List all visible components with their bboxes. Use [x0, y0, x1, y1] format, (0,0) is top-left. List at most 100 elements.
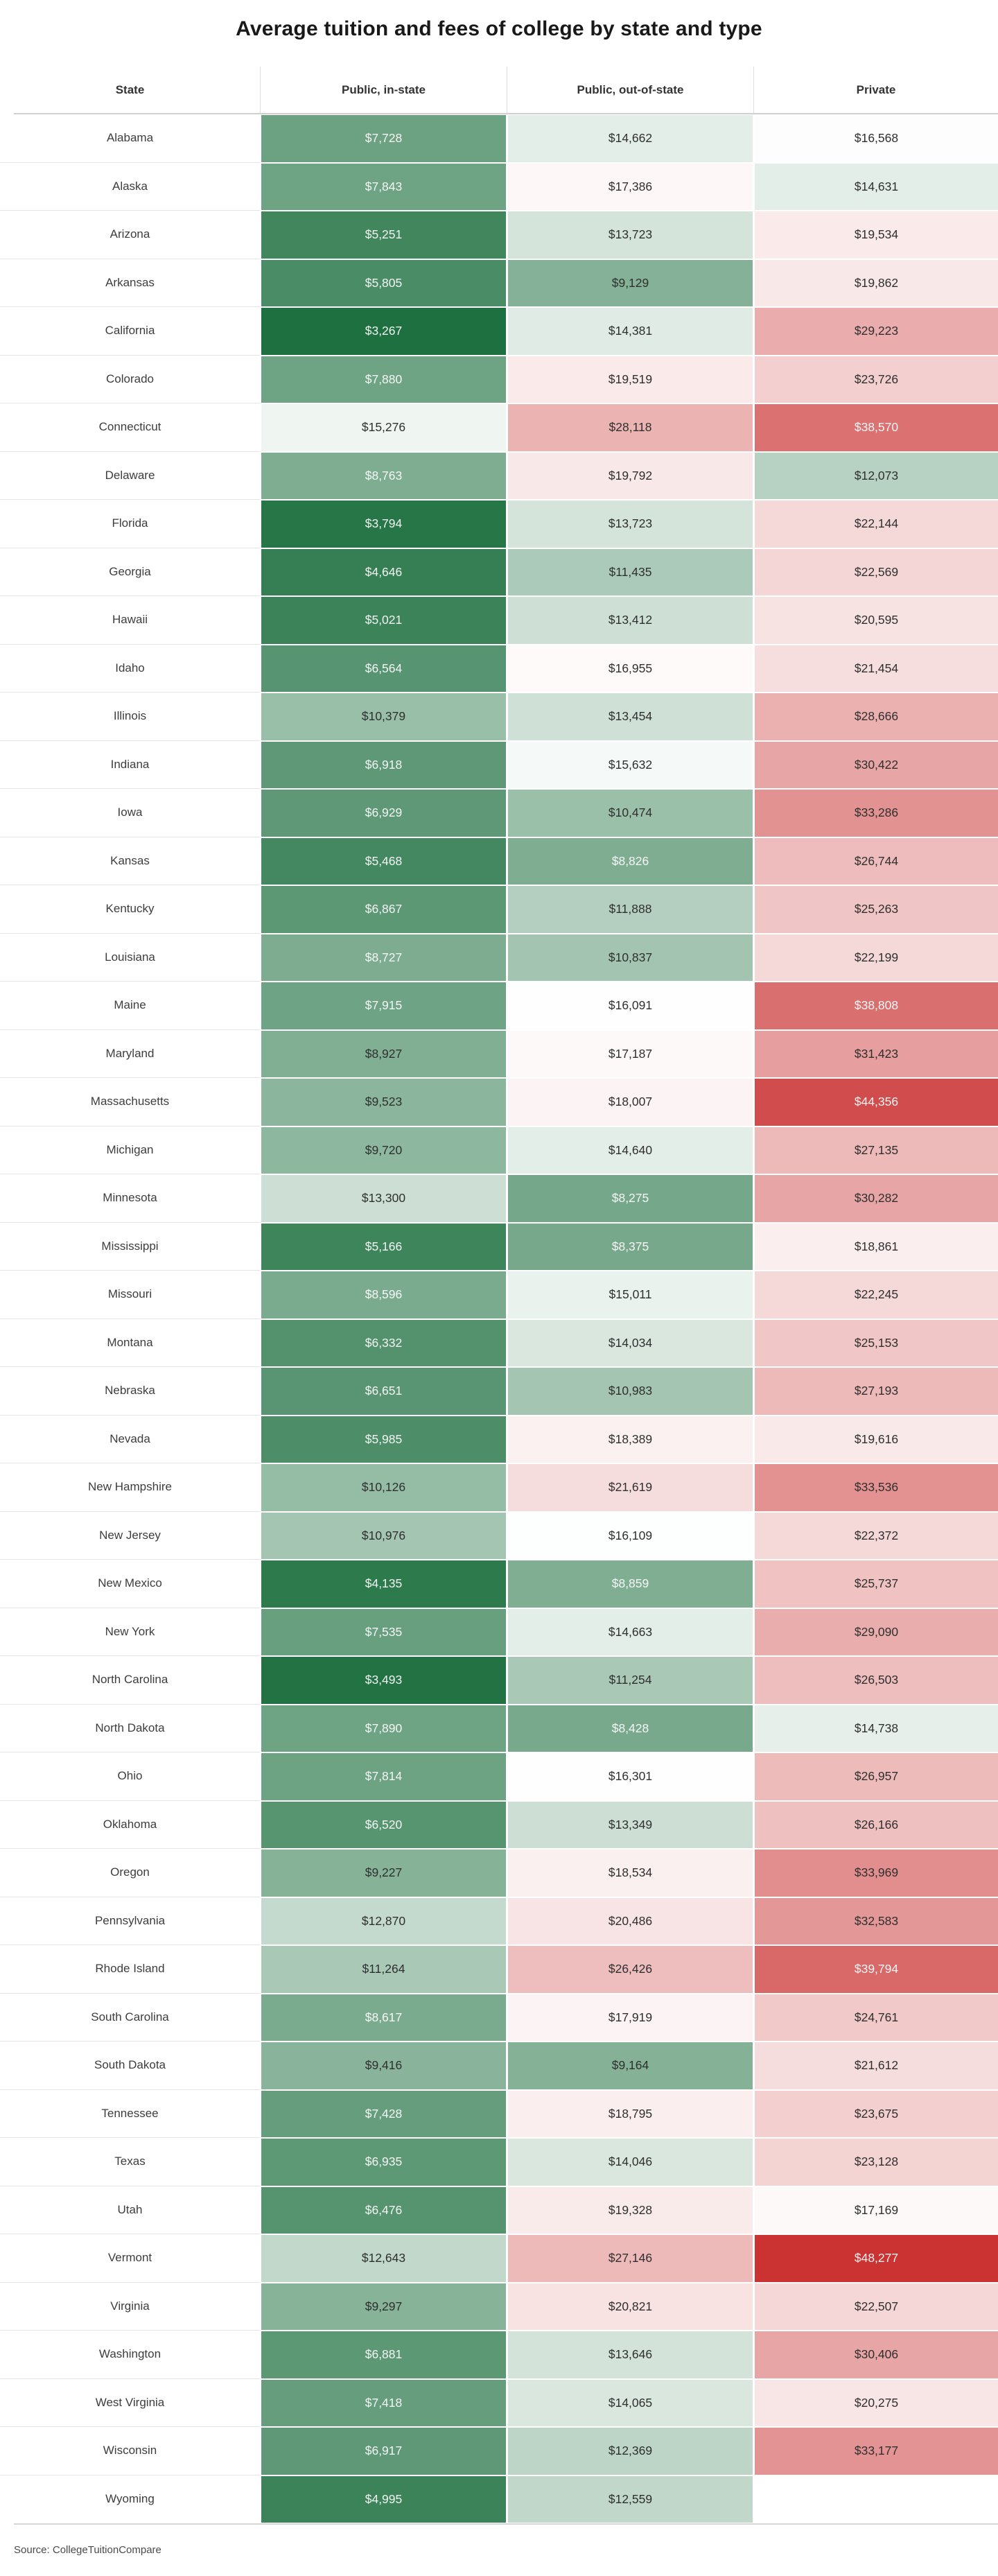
value-cell: $25,263	[753, 885, 998, 934]
value-cell: $13,723	[507, 500, 753, 548]
value-cell: $18,389	[507, 1415, 753, 1463]
state-cell: Hawaii	[0, 596, 260, 645]
table-row: Michigan $9,720 $14,640 $27,135	[0, 1126, 998, 1174]
value-cell: $7,428	[260, 2089, 507, 2138]
table-row: South Carolina $8,617 $17,919 $24,761	[0, 1993, 998, 2042]
value-cell: $14,065	[507, 2378, 753, 2427]
value-cell: $9,227	[260, 1849, 507, 1897]
table-row: Colorado $7,880 $19,519 $23,726	[0, 355, 998, 403]
value-cell: $11,435	[507, 548, 753, 596]
state-cell: Alaska	[0, 163, 260, 211]
table-row: Arizona $5,251 $13,723 $19,534	[0, 211, 998, 259]
table-row: Arkansas $5,805 $9,129 $19,862	[0, 259, 998, 307]
value-cell: $39,794	[753, 1945, 998, 1994]
value-cell: $33,286	[753, 789, 998, 837]
value-cell: $33,969	[753, 1849, 998, 1897]
value-cell: $12,559	[507, 2475, 753, 2523]
value-cell: $26,166	[753, 1800, 998, 1849]
source-note: Source: CollegeTuitionCompare	[14, 2544, 161, 2556]
value-cell: $18,007	[507, 1078, 753, 1126]
table-row: Minnesota $13,300 $8,275 $30,282	[0, 1174, 998, 1223]
state-cell: Indiana	[0, 741, 260, 789]
value-cell: $4,646	[260, 548, 507, 596]
value-cell: $22,245	[753, 1271, 998, 1319]
value-cell: $5,805	[260, 259, 507, 307]
value-cell: $14,631	[753, 162, 998, 211]
value-cell: $9,523	[260, 1078, 507, 1126]
value-cell: $6,651	[260, 1367, 507, 1416]
state-cell: South Dakota	[0, 2042, 260, 2090]
table-row: Maine $7,915 $16,091 $38,808	[0, 982, 998, 1030]
state-cell: Wyoming	[105, 2492, 155, 2506]
table-row: Alaska $7,843 $17,386 $14,631	[0, 162, 998, 211]
table-row: Iowa $6,929 $10,474 $33,286	[0, 789, 998, 837]
value-cell: $14,046	[507, 2138, 753, 2186]
table-row: Idaho $6,564 $16,955 $21,454	[0, 644, 998, 693]
value-cell: $8,727	[260, 933, 507, 982]
state-cell: Connecticut	[0, 403, 260, 452]
value-cell: $7,915	[260, 982, 507, 1030]
value-cell: $4,995	[260, 2475, 507, 2523]
table-row: Hawaii $5,021 $13,412 $20,595	[0, 596, 998, 645]
table-row: Florida $3,794 $13,723 $22,144	[0, 500, 998, 548]
value-cell: $6,935	[260, 2138, 507, 2186]
value-cell: $17,919	[507, 1993, 753, 2042]
table-row: Nevada $5,985 $18,389 $19,616	[0, 1415, 998, 1463]
value-cell: $13,300	[260, 1174, 507, 1223]
value-cell: $8,617	[260, 1993, 507, 2042]
value-cell: $17,169	[753, 2186, 998, 2234]
table-row: Texas $6,935 $14,046 $23,128	[0, 2138, 998, 2186]
value-cell: $23,675	[753, 2089, 998, 2138]
value-cell: $8,927	[260, 1029, 507, 1078]
value-cell: $9,416	[260, 2042, 507, 2090]
value-cell: $19,792	[507, 451, 753, 500]
value-cell: $7,843	[260, 162, 507, 211]
value-cell: $14,663	[507, 1608, 753, 1656]
value-cell: $5,468	[260, 837, 507, 885]
value-cell: $10,126	[260, 1463, 507, 1512]
table-row: Oregon $9,227 $18,534 $33,969	[0, 1849, 998, 1897]
value-cell: $12,643	[260, 2234, 507, 2283]
value-cell: $27,146	[507, 2234, 753, 2283]
state-cell: Kentucky	[0, 885, 260, 934]
state-cell: Missouri	[0, 1271, 260, 1319]
value-cell: $10,983	[507, 1367, 753, 1416]
value-cell: $13,723	[507, 211, 753, 259]
table-header-row: State Public, in-state Public, out-of-st…	[0, 67, 998, 113]
table-row: Kansas $5,468 $8,826 $26,744	[0, 837, 998, 885]
state-cell: Nevada	[0, 1416, 260, 1463]
state-cell: Minnesota	[0, 1174, 260, 1223]
value-cell: $5,251	[260, 211, 507, 259]
value-cell: $10,976	[260, 1511, 507, 1560]
table-row: New York $7,535 $14,663 $29,090	[0, 1608, 998, 1656]
value-cell: $30,406	[753, 2331, 998, 2379]
value-cell: $13,412	[507, 596, 753, 645]
value-cell: $28,118	[507, 403, 753, 452]
value-cell: $9,720	[260, 1126, 507, 1174]
value-cell: $10,474	[507, 789, 753, 837]
table-row: North Dakota $7,890 $8,428 $14,738	[0, 1704, 998, 1752]
value-cell: $9,129	[507, 259, 753, 307]
value-cell: $30,282	[753, 1174, 998, 1223]
table-row: Wyoming $4,995 $12,559	[0, 2475, 998, 2523]
value-cell: $20,486	[507, 1897, 753, 1945]
state-cell: Nebraska	[0, 1367, 260, 1416]
value-cell: $29,223	[753, 307, 998, 356]
value-cell: $11,264	[260, 1945, 507, 1994]
table-body: Alabama $7,728 $14,662 $16,568 Alaska $7,843 $…	[0, 114, 998, 2523]
value-cell: $5,985	[260, 1415, 507, 1463]
state-cell: Michigan	[0, 1126, 260, 1174]
table-row: Maryland $8,927 $17,187 $31,423	[0, 1029, 998, 1078]
state-cell: Maine	[0, 982, 260, 1030]
value-cell: $38,808	[753, 982, 998, 1030]
state-cell: Ohio	[0, 1752, 260, 1801]
value-cell: $26,426	[507, 1945, 753, 1994]
state-cell: Mississippi	[0, 1223, 260, 1271]
value-cell: $7,880	[260, 355, 507, 403]
value-cell: $19,862	[753, 259, 998, 307]
column-header-private: Private	[753, 67, 998, 113]
value-cell: $26,744	[753, 837, 998, 885]
state-cell: Kansas	[0, 837, 260, 885]
value-cell: $6,520	[260, 1800, 507, 1849]
state-cell: Georgia	[0, 548, 260, 596]
